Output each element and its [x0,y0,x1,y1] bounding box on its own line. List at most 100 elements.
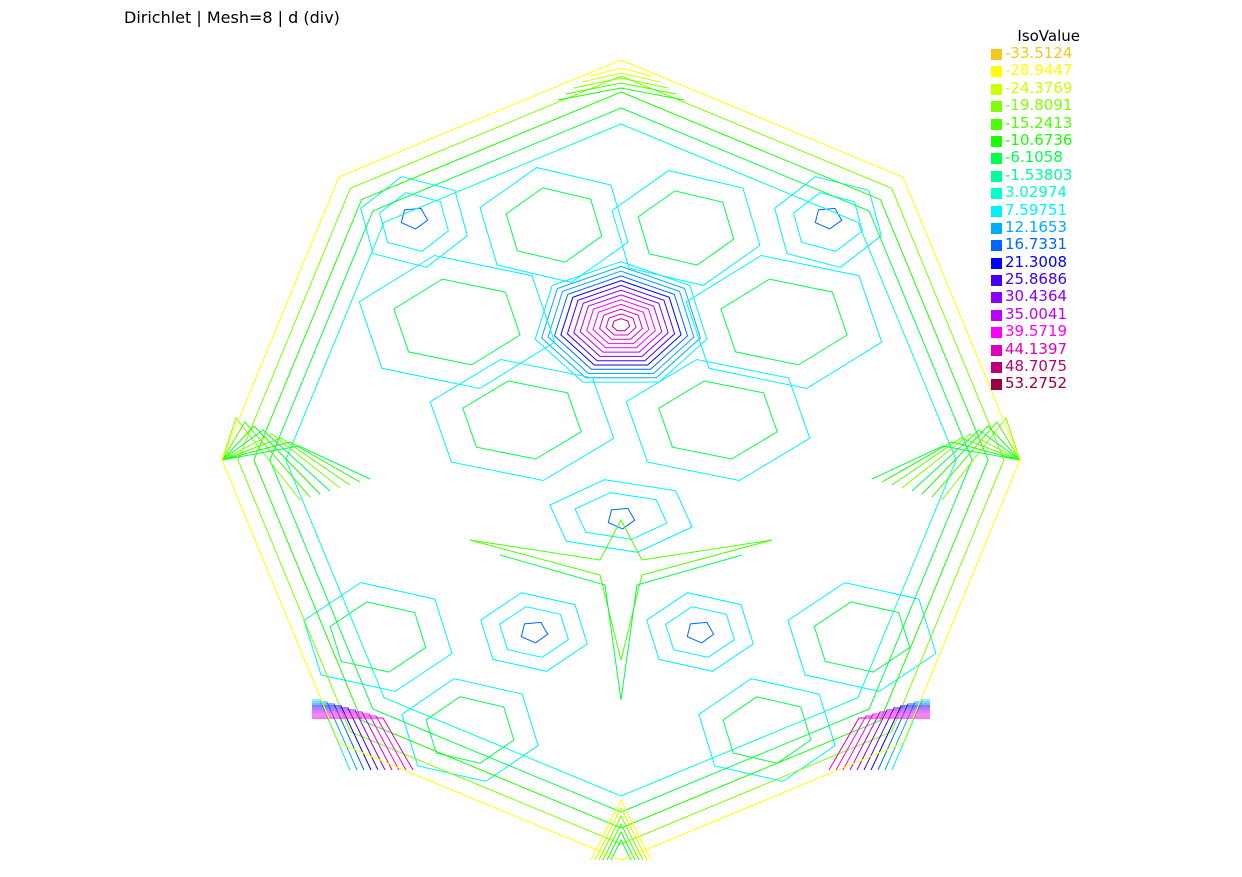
contour-line-peak [599,308,643,340]
legend-entry: 30.4364 [991,288,1101,305]
corner-fan [312,713,400,771]
legend-swatch [991,309,1002,321]
corner-fan [828,717,930,771]
contour-cell [813,601,911,673]
contour-cell [625,358,811,482]
legend-swatch [991,379,1002,391]
legend-label: 25.8686 [1005,270,1068,289]
legend-entry: 25.8686 [991,271,1101,288]
legend-entry: -1.53803 [991,165,1101,184]
corner-fan [312,717,414,771]
contour-line-peak [586,299,656,349]
corner-fan [891,699,930,771]
side-fan [941,416,1021,501]
side-fan [891,437,1021,486]
contour-cell [774,176,882,268]
legend-entry: -6.1058 [991,149,1101,166]
legend-swatch [991,327,1002,339]
bottom-wedge [610,838,632,861]
legend-entry: 21.3008 [991,252,1101,271]
legend: IsoValue -33.5124 -28.9447 -24.3769 -19.809… [991,27,1101,393]
contour-line-peak [605,313,637,336]
side-fan [901,433,1021,489]
contour-cell [793,192,863,252]
side-fan [221,421,311,498]
bottom-wedge [594,806,648,861]
corner-fan [312,711,393,771]
contour-cell [429,358,615,482]
corner-fan [312,715,407,771]
legend-label: -15.2413 [1005,113,1073,132]
legend-label: -6.1058 [1005,148,1063,167]
contour-cell [698,678,836,782]
contour-cell [787,582,937,692]
side-fan [921,425,1021,495]
contour-line-peak [611,318,631,332]
legend-label: 21.3008 [1005,252,1068,271]
legend-swatch [991,292,1002,304]
contour-cell [360,176,468,268]
contour-line-peak [573,289,669,357]
contour-cell [379,192,449,252]
corner-fan [877,703,930,771]
contour-cell [646,592,754,672]
side-fan [221,425,321,495]
legend-swatch [991,205,1002,217]
side-fan [881,441,1021,483]
bottom-wedge [606,830,636,861]
top-wedge [589,67,653,77]
top-wedge [573,77,669,89]
legend-entry: -10.6736 [991,131,1101,149]
legend-swatch [991,275,1002,287]
corner-fan [312,709,386,771]
legend-swatch [991,222,1002,234]
legend-entry: 35.0041 [991,305,1101,323]
legend-label: 53.2752 [1005,374,1068,393]
side-fan [221,441,361,483]
legend-swatch [991,257,1002,269]
contour-cell [480,592,588,672]
contour-cell [401,678,539,782]
contour-cell-inner [814,207,843,230]
bottom-wedge [598,814,644,861]
legend-swatch [991,66,1002,78]
legend-label: -33.5124 [1005,44,1073,62]
side-fan [221,429,331,492]
legend-swatch [991,118,1002,130]
contour-cell [499,606,569,658]
bottom-wedge [590,798,652,861]
corner-fan [835,715,930,771]
legend-label: -1.53803 [1005,165,1073,184]
contour-cell [425,696,515,764]
legend-entry: 53.2752 [991,375,1101,392]
bottom-wedge [602,822,640,861]
contour-cell-inner [520,621,549,644]
legend-label: 16.7331 [1005,235,1068,254]
legend-entry: -33.5124 [991,45,1101,62]
legend-entry: 39.5719 [991,323,1101,340]
contour-lines [221,67,1021,861]
legend-entry: -15.2413 [991,113,1101,132]
legend-label: 48.7075 [1005,357,1068,376]
legend-swatch [991,170,1002,182]
corner-fan [312,703,365,771]
contour-line-peak [541,265,701,379]
contour-line-peak [547,270,695,374]
legend-label: -19.8091 [1005,96,1073,115]
contour-cell-inner [686,621,715,644]
contour-band [237,75,1005,845]
side-fan [931,421,1021,498]
legend-swatch [991,362,1002,374]
legend-swatch [991,101,1002,113]
contour-line-peak [534,261,708,383]
legend-label: 44.1397 [1005,339,1068,358]
contour-cell [685,254,883,390]
legend-swatch [991,49,1002,60]
contour-cell [722,696,812,764]
contour-cell [303,582,453,692]
corner-fan [870,705,930,771]
corner-fan [842,713,930,771]
side-fan [871,445,1021,480]
corner-fan [312,699,351,771]
